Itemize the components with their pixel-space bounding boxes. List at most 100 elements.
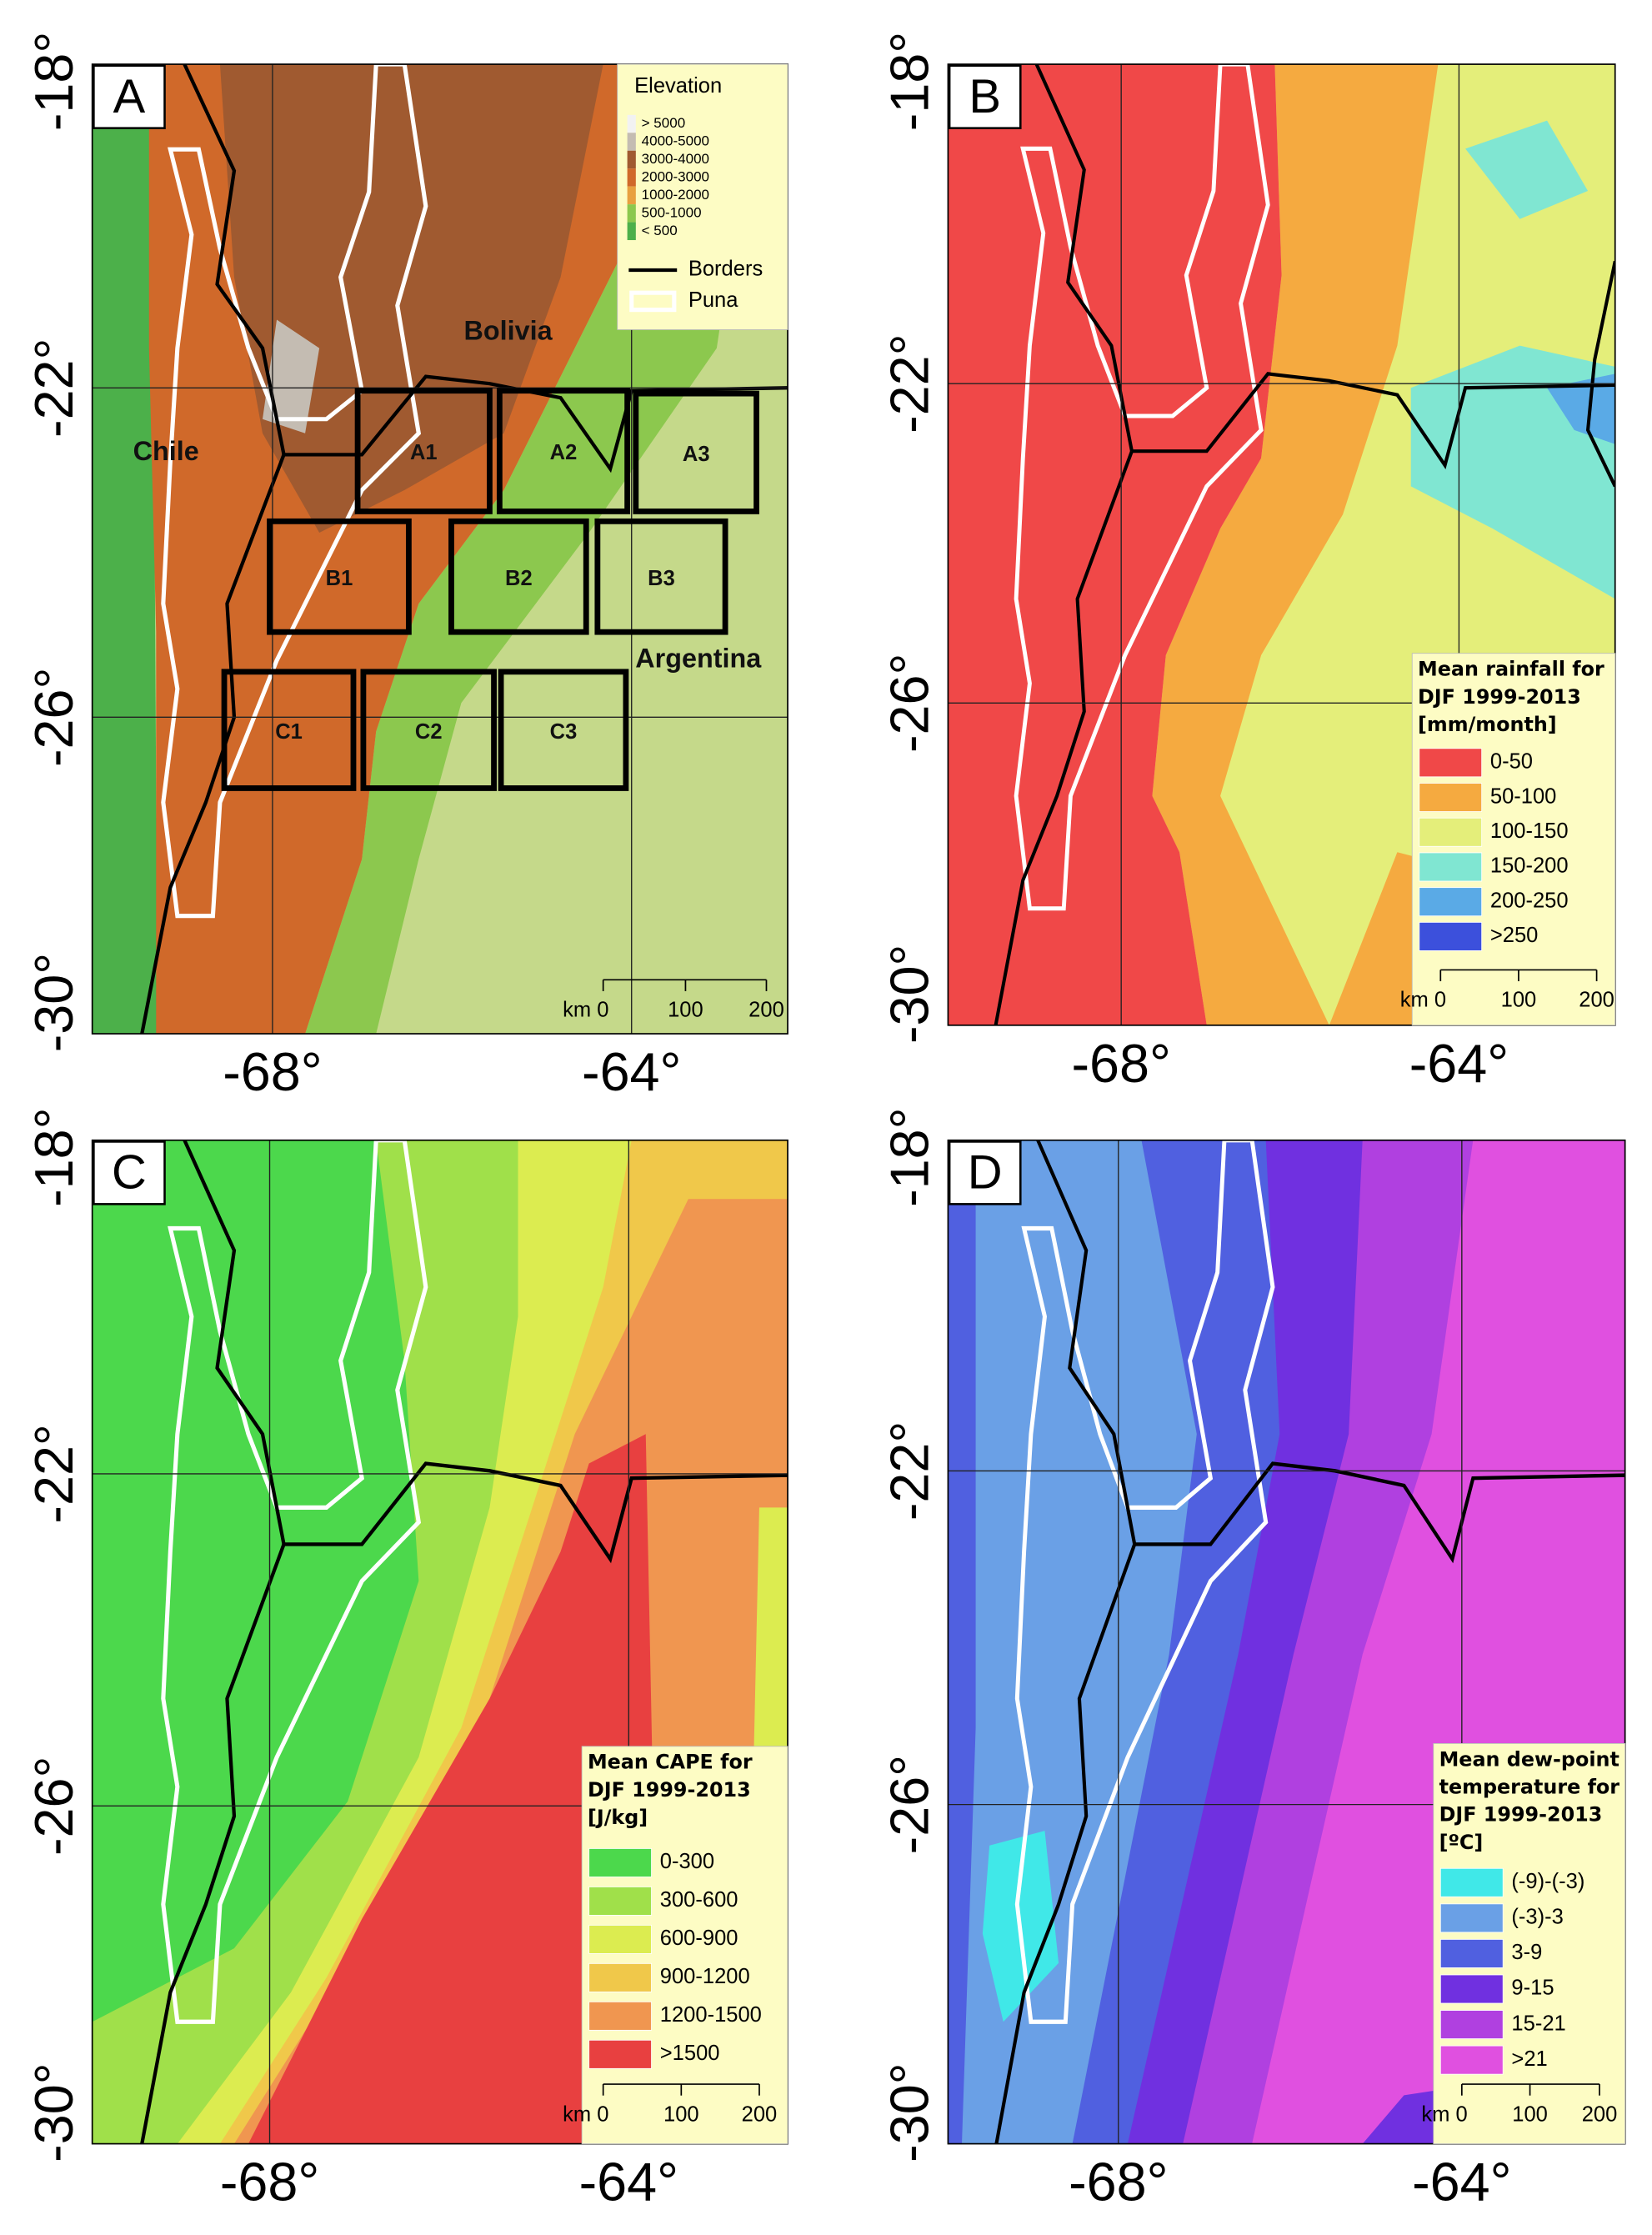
legend-swatch xyxy=(588,2039,652,2069)
legend-swatch xyxy=(1439,2010,1504,2040)
panel: -18° -22° -26° -30° -68° -64° A Elevation > 5000… xyxy=(23,32,788,1102)
legend-title: Mean rainfall for xyxy=(1418,658,1604,681)
y-axis-label: -30° xyxy=(879,2062,940,2162)
study-box-label: A2 xyxy=(550,441,578,464)
legend-label: 1200-1500 xyxy=(660,2003,762,2027)
legend-swatch xyxy=(1419,921,1483,951)
legend-label: Borders xyxy=(688,258,763,281)
study-box-label: C3 xyxy=(550,720,578,744)
legend-swatch xyxy=(627,114,636,133)
legend-label: > 5000 xyxy=(642,115,686,131)
legend-swatch xyxy=(1439,1903,1504,1933)
legend-title: DJF 1999-2013 xyxy=(1439,1803,1603,1827)
x-axis-label: -68° xyxy=(1069,2152,1168,2212)
legend-puna-symbol xyxy=(629,290,677,313)
legend-swatch xyxy=(1439,1938,1504,1968)
study-box-label: C2 xyxy=(415,720,443,744)
study-box xyxy=(448,518,589,635)
panel-label: B xyxy=(969,70,1001,123)
legend-label: >1500 xyxy=(660,2042,720,2065)
map-frame xyxy=(91,63,788,1035)
study-box xyxy=(267,518,412,635)
map-frame xyxy=(947,63,1616,1026)
y-axis-label: -30° xyxy=(23,2062,84,2162)
y-axis-label: -26° xyxy=(879,654,940,753)
legend-swatch xyxy=(627,222,636,241)
legend-title: [mm/month] xyxy=(1418,713,1557,736)
border xyxy=(183,64,286,455)
scale-label: km 0 xyxy=(563,999,608,1022)
map-frame xyxy=(947,1139,1626,2145)
y-axis-label: -18° xyxy=(23,1107,84,1206)
study-box xyxy=(498,669,629,791)
border xyxy=(140,1543,286,2144)
border xyxy=(283,1461,788,1564)
y-axis-label: -18° xyxy=(23,32,84,131)
legend-swatch xyxy=(627,168,636,187)
legend-label: 200-250 xyxy=(1490,889,1569,912)
zone xyxy=(248,1434,660,2144)
y-axis-label: -26° xyxy=(879,1755,940,1854)
legend-swatch xyxy=(1419,783,1483,812)
legend-swatch xyxy=(1439,2045,1504,2075)
zone xyxy=(1465,120,1589,219)
x-axis-label: -68° xyxy=(220,2152,319,2212)
legend-title: Mean CAPE for xyxy=(588,1751,753,1774)
legend-label: 2000-3000 xyxy=(642,168,709,184)
x-axis-label: -64° xyxy=(1409,1033,1509,1094)
scale-label: 200 xyxy=(1579,989,1614,1012)
scale-label: 100 xyxy=(1501,989,1537,1012)
zone xyxy=(1547,373,1615,444)
y-axis-label: -18° xyxy=(879,1107,940,1206)
legend-label: 300-600 xyxy=(660,1888,738,1912)
zone xyxy=(219,64,603,533)
legend-swatch xyxy=(588,1847,652,1877)
study-box xyxy=(496,388,631,514)
study-box-label: B1 xyxy=(326,567,353,590)
legend-swatch xyxy=(1439,1974,1504,2004)
scale-label: km 0 xyxy=(1421,2102,1467,2126)
legend-swatch xyxy=(627,150,636,169)
legend-label: 3-9 xyxy=(1511,1941,1542,1964)
legend-label: < 500 xyxy=(642,223,678,238)
legend-label: 900-1200 xyxy=(660,1965,750,1988)
scale-label: 100 xyxy=(663,2102,699,2126)
y-axis-label: -22° xyxy=(23,338,84,438)
panel: -18° -22° -26° -30° -68° -64° B Mean rainfall f… xyxy=(879,32,1616,1094)
panel-label: D xyxy=(968,1146,1003,1200)
panel-label-box xyxy=(93,1140,166,1205)
scale-label: 200 xyxy=(742,2102,778,2126)
panel-label-box xyxy=(948,1140,1022,1205)
y-axis-label: -26° xyxy=(23,668,84,767)
y-axis-label: -30° xyxy=(879,945,940,1044)
legend-label: 0-300 xyxy=(660,1850,714,1873)
legend-swatch xyxy=(1419,817,1483,847)
map-frame xyxy=(91,1139,788,2145)
zone xyxy=(1152,64,1439,1025)
panel-label-box xyxy=(948,64,1022,129)
legend-label: >21 xyxy=(1511,2047,1547,2071)
legend-label: >250 xyxy=(1490,924,1539,947)
study-box-label: A3 xyxy=(683,443,710,466)
scale-label: 100 xyxy=(1512,2102,1548,2126)
legend-swatch xyxy=(627,133,636,151)
legend-swatch xyxy=(588,1886,652,1916)
study-box xyxy=(221,669,357,791)
x-axis-label: -68° xyxy=(223,1041,322,1102)
legend-title: DJF 1999-2013 xyxy=(1418,685,1581,709)
y-axis-label: -30° xyxy=(23,953,84,1052)
x-axis-label: -68° xyxy=(1071,1033,1170,1094)
puna-outline xyxy=(1014,64,1270,911)
puna-outline xyxy=(161,64,428,919)
country-label: Bolivia xyxy=(464,315,553,345)
country-label: Chile xyxy=(133,436,199,466)
x-axis-label: -64° xyxy=(1412,2152,1511,2212)
legend-title: [ºC] xyxy=(1439,1831,1484,1854)
zone xyxy=(948,64,1282,1025)
legend-label: 50-100 xyxy=(1490,784,1557,808)
panel-label: C xyxy=(112,1146,147,1200)
border xyxy=(140,454,286,1035)
legend-label: 150-200 xyxy=(1490,854,1569,878)
y-axis-label: -18° xyxy=(879,32,940,131)
